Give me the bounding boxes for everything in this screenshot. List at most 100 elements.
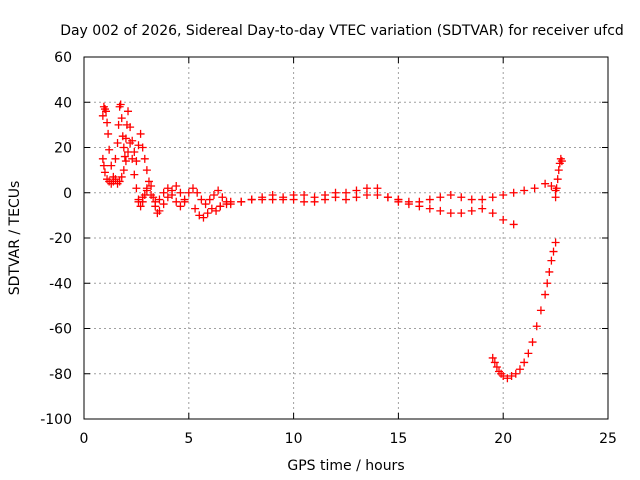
data-point [499, 372, 508, 381]
series-early-low [98, 138, 189, 218]
data-point [507, 372, 516, 381]
x-tick-label: 15 [389, 431, 407, 447]
data-point [436, 206, 445, 215]
data-point [524, 349, 533, 358]
data-point [163, 193, 172, 202]
data-point [114, 120, 123, 129]
data-point [553, 175, 562, 184]
data-point [511, 369, 520, 378]
data-point [117, 114, 126, 123]
data-point [216, 202, 225, 211]
x-tick-label: 5 [184, 431, 193, 447]
data-point [209, 191, 218, 200]
data-point [541, 290, 550, 299]
y-tick-label: -40 [49, 276, 72, 292]
data-point [119, 166, 128, 175]
y-tick-label: -60 [49, 322, 72, 338]
data-point [415, 202, 424, 211]
data-point [117, 172, 126, 181]
data-point [136, 129, 145, 138]
y-tick-label: 40 [54, 95, 72, 111]
data-point [543, 279, 552, 288]
series-late-band-lower [394, 197, 518, 229]
data-point [195, 211, 204, 220]
data-point [530, 184, 539, 193]
data-point [331, 188, 340, 197]
data-point [201, 200, 210, 209]
data-point [98, 111, 107, 120]
data-point [115, 177, 124, 186]
data-point [197, 195, 206, 204]
data-point [111, 154, 120, 163]
data-point [113, 138, 122, 147]
x-tick-labels: 0 5 10 15 20 25 [80, 431, 617, 447]
data-point [503, 374, 512, 383]
data-point [520, 186, 529, 195]
data-point [126, 138, 135, 147]
data-point [342, 188, 350, 197]
data-point [478, 195, 487, 204]
data-point [142, 166, 151, 175]
data-point [100, 168, 109, 177]
x-tick-label: 20 [494, 431, 512, 447]
x-tick-label: 25 [599, 431, 617, 447]
data-point [212, 206, 221, 215]
series-mid-wave-3 [216, 184, 382, 211]
data-point [144, 177, 153, 186]
data-point [268, 191, 277, 200]
data-point [142, 186, 151, 195]
data-point [120, 152, 129, 161]
y-tick-label: 0 [63, 186, 72, 202]
data-point [549, 247, 558, 256]
data-point [536, 306, 545, 315]
data-point [168, 191, 177, 200]
data-point [134, 197, 143, 206]
x-tick-label: 10 [285, 431, 303, 447]
y-tick-label: 60 [54, 50, 72, 66]
chart-title: Day 002 of 2026, Sidereal Day-to-day VTE… [60, 23, 624, 39]
data-point [188, 184, 197, 193]
data-point [557, 157, 566, 166]
data-point [119, 143, 128, 152]
data-point [132, 157, 141, 166]
data-point [105, 145, 114, 154]
data-series [98, 100, 566, 383]
data-point [180, 195, 189, 204]
data-point [203, 209, 212, 218]
data-point [509, 188, 518, 197]
data-point [218, 193, 227, 202]
data-point [247, 195, 256, 204]
data-point [155, 195, 164, 204]
data-point [147, 191, 156, 200]
data-point [214, 186, 223, 195]
data-point [478, 204, 487, 213]
data-point [136, 202, 145, 211]
data-point [147, 181, 156, 190]
series-early-high [98, 100, 151, 181]
data-point [551, 238, 560, 247]
data-point [541, 179, 550, 188]
data-point [436, 193, 445, 202]
data-point [159, 188, 168, 197]
data-point [509, 220, 518, 229]
data-point [237, 197, 246, 206]
series-late-rise [551, 154, 566, 202]
data-point [520, 358, 529, 367]
data-point [102, 107, 111, 116]
data-point [528, 338, 537, 347]
data-point [300, 197, 309, 206]
data-point [554, 166, 563, 175]
data-point [134, 141, 143, 150]
data-point [321, 191, 330, 200]
data-point [457, 193, 466, 202]
data-point [404, 200, 413, 209]
data-point [457, 209, 466, 218]
y-tick-label: -100 [40, 412, 72, 428]
gridlines [84, 57, 608, 419]
data-point [551, 193, 560, 202]
data-point [155, 206, 164, 215]
data-point [342, 195, 350, 204]
data-point [488, 193, 497, 202]
x-axis-label: GPS time / hours [287, 458, 404, 474]
data-point [191, 204, 200, 213]
